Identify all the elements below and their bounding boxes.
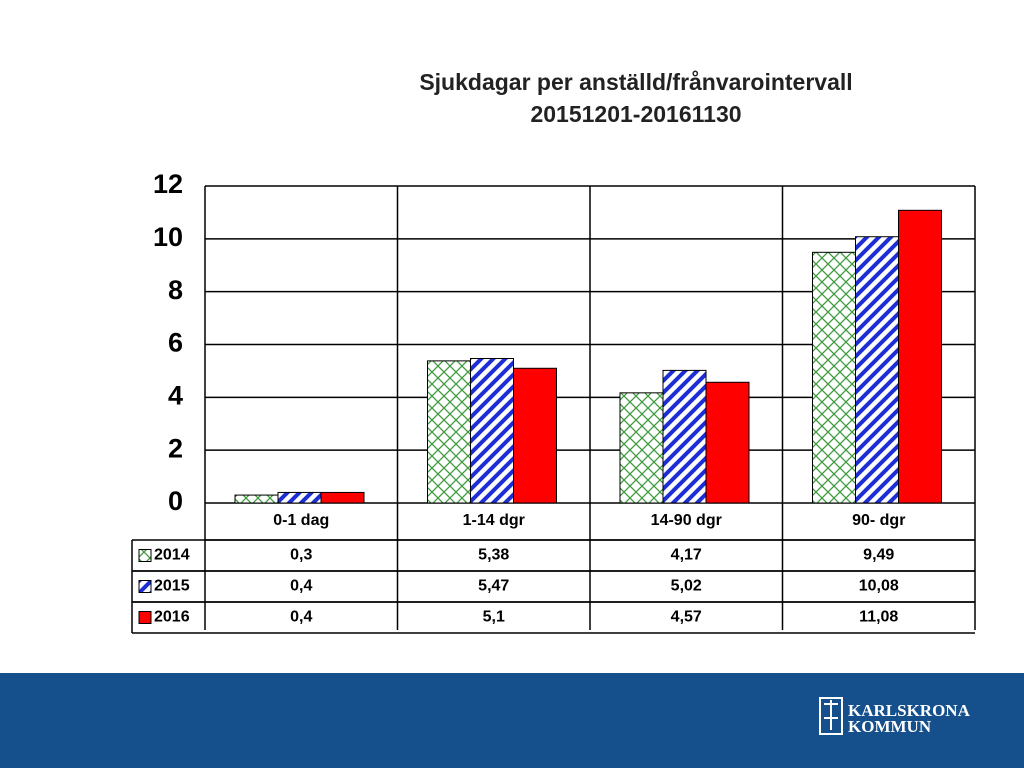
footer-band bbox=[0, 673, 1024, 768]
x-tick-label: 0-1 dag bbox=[273, 512, 329, 529]
table-value: 4,17 bbox=[671, 547, 702, 564]
y-tick-label: 4 bbox=[168, 380, 183, 410]
table-value: 5,47 bbox=[478, 578, 509, 595]
y-tick-label: 0 bbox=[168, 486, 183, 516]
table-value: 10,08 bbox=[859, 578, 899, 595]
bar bbox=[427, 360, 471, 504]
bar bbox=[470, 358, 514, 504]
y-tick-label: 8 bbox=[168, 275, 183, 305]
chart-title: Sjukdagar per anställd/frånvarointervall bbox=[419, 69, 852, 95]
logo-icon bbox=[819, 697, 843, 735]
table-value: 0,4 bbox=[290, 609, 312, 626]
chart-subtitle: 20151201-20161130 bbox=[530, 101, 741, 127]
table-value: 5,02 bbox=[671, 578, 702, 595]
table-value: 0,4 bbox=[290, 578, 312, 595]
logo-text: KARLSKRONA bbox=[848, 701, 971, 720]
y-tick-label: 12 bbox=[153, 169, 183, 199]
legend-label: 2014 bbox=[154, 547, 190, 564]
x-tick-label: 1-14 dgr bbox=[463, 512, 525, 529]
y-tick-label: 2 bbox=[168, 433, 183, 463]
table-value: 4,57 bbox=[671, 609, 702, 626]
x-tick-label: 14-90 dgr bbox=[651, 512, 722, 529]
bar bbox=[812, 251, 856, 504]
bar bbox=[662, 369, 707, 504]
bar bbox=[619, 392, 664, 504]
bar bbox=[277, 491, 322, 504]
x-tick-label: 90- dgr bbox=[852, 512, 905, 529]
bar bbox=[320, 491, 365, 504]
logo-text: KOMMUN bbox=[848, 717, 932, 736]
bar bbox=[513, 367, 557, 504]
legend-swatch bbox=[138, 580, 152, 593]
bar bbox=[855, 236, 899, 504]
bar bbox=[898, 209, 942, 504]
table-value: 5,1 bbox=[483, 609, 505, 626]
legend-label: 2016 bbox=[154, 609, 190, 626]
legend-swatch bbox=[138, 611, 152, 624]
legend-swatch bbox=[138, 549, 152, 562]
bar bbox=[705, 381, 750, 504]
table-value: 5,38 bbox=[478, 547, 509, 564]
table-value: 9,49 bbox=[863, 547, 894, 564]
bar bbox=[234, 494, 279, 504]
table-value: 0,3 bbox=[290, 547, 312, 564]
legend-label: 2015 bbox=[154, 578, 190, 595]
y-tick-label: 10 bbox=[153, 222, 183, 252]
y-tick-label: 6 bbox=[168, 328, 183, 358]
table-value: 11,08 bbox=[859, 609, 898, 626]
